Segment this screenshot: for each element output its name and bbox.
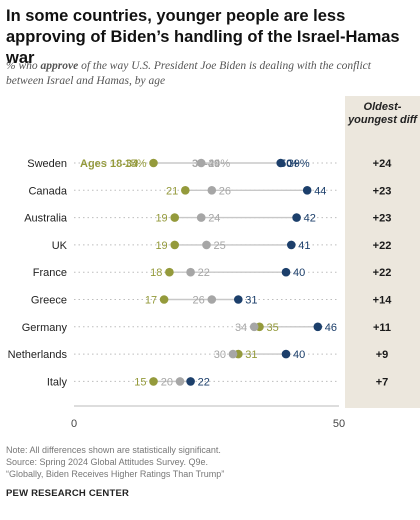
dot-old	[186, 377, 195, 386]
diff-value: +9	[376, 349, 389, 361]
diff-value: +23	[373, 185, 392, 197]
category-label: Italy	[47, 376, 68, 388]
category-label: Germany	[22, 322, 68, 334]
value-label-middle: 22	[198, 267, 210, 279]
value-label-middle: 24%	[208, 158, 230, 170]
value-label-middle: 30	[214, 349, 226, 361]
value-label-middle: 24	[208, 213, 220, 225]
dot-middle	[196, 158, 206, 168]
dot-young	[170, 240, 179, 250]
value-label-old: 42	[304, 213, 316, 225]
dot-old	[313, 322, 323, 332]
value-label-old: 31	[245, 295, 257, 307]
dot-middle	[207, 186, 217, 195]
value-label-young: 35	[267, 322, 279, 334]
dot-plot: 0 50 Sweden 15% 24% 39% +24 Canada 21 26 44 +23 Aust…	[8, 158, 393, 430]
value-label-old: 41	[298, 240, 310, 252]
note-line: Note: All differences shown are statisti…	[6, 445, 221, 455]
dot-middle	[207, 295, 217, 304]
value-label-middle: 20	[161, 376, 173, 388]
diff-value: +22	[373, 240, 392, 252]
diff-value: +23	[373, 213, 392, 225]
dot-middle	[228, 349, 238, 359]
dot-young	[149, 158, 158, 168]
dot-young	[159, 295, 169, 304]
dot-middle	[196, 213, 206, 222]
value-label-young: 18	[150, 267, 162, 279]
category-label: Sweden	[27, 158, 67, 170]
diff-column-header: Oldest-youngest diff	[348, 101, 417, 126]
value-label-young: 15	[134, 376, 146, 388]
category-label: Australia	[24, 213, 68, 225]
dot-old	[281, 267, 291, 277]
dot-old	[302, 186, 312, 195]
dot-old	[281, 349, 291, 359]
value-label-old: 46	[325, 322, 337, 334]
diff-value: +14	[373, 295, 393, 307]
chart-title: In some countries, younger people are le…	[6, 7, 400, 67]
dot-middle	[249, 322, 259, 332]
value-label-middle: 25	[214, 240, 226, 252]
chart-subtitle: % who approve of the way U.S. President …	[6, 60, 371, 87]
dot-middle	[186, 267, 195, 277]
value-label-old: 44	[314, 185, 326, 197]
dot-old	[287, 240, 296, 250]
org-name: PEW RESEARCH CENTER	[6, 488, 130, 499]
value-label-young: 21	[166, 185, 178, 197]
diff-value: +22	[373, 267, 392, 279]
value-label-middle: 34	[235, 322, 247, 334]
source-line: Source: Spring 2024 Global Attitudes Sur…	[6, 457, 208, 467]
value-label-young: 17	[145, 295, 157, 307]
diff-value: +7	[376, 376, 389, 388]
value-label-young: 19	[155, 240, 167, 252]
dot-young	[149, 377, 158, 386]
dot-middle	[175, 377, 185, 386]
dot-middle	[202, 240, 211, 250]
value-label-old: 22	[198, 376, 210, 388]
legend-young: Ages 18-34	[80, 158, 139, 170]
x-tick-label: 0	[71, 418, 77, 430]
legend-old: 50+	[280, 158, 299, 170]
value-label-old: 40	[293, 349, 305, 361]
category-label: Greece	[31, 295, 67, 307]
x-tick-label: 50	[333, 418, 345, 430]
dot-young	[170, 213, 179, 222]
value-label-old: 40	[293, 267, 305, 279]
value-label-middle: 26	[219, 185, 231, 197]
value-label-middle: 26	[193, 295, 205, 307]
dot-old	[276, 158, 286, 168]
report-line: “Globally, Biden Receives Higher Ratings…	[6, 469, 225, 479]
value-label-old: 39%	[288, 158, 310, 170]
diff-value: +24	[373, 158, 393, 170]
value-label-young: 15%	[124, 158, 146, 170]
diff-value: +11	[373, 322, 391, 334]
category-label: Netherlands	[8, 349, 68, 361]
chart-notes: Note: All differences shown are statisti…	[6, 444, 224, 480]
dot-old	[292, 213, 301, 222]
dot-young	[181, 186, 190, 195]
value-label-young: 19	[155, 213, 167, 225]
dot-young	[165, 267, 174, 277]
category-label: Canada	[28, 185, 67, 197]
diff-column-background	[345, 96, 420, 408]
category-label: France	[33, 267, 67, 279]
value-label-young: 31	[245, 349, 257, 361]
category-label: UK	[52, 240, 68, 252]
dot-old	[234, 295, 243, 304]
